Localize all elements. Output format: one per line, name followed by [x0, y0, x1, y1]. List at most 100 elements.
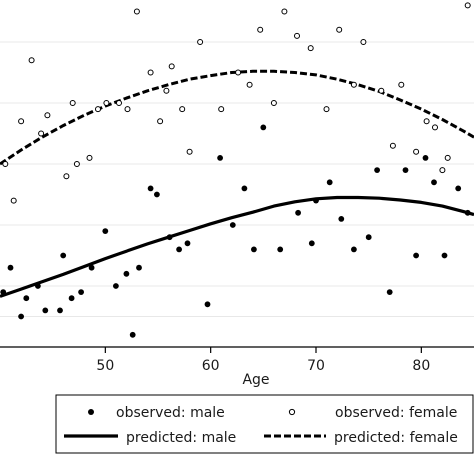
x-tick-label-70: 70 — [307, 358, 325, 374]
point-observed-female-16 — [157, 118, 164, 125]
point-observed-female-7 — [69, 100, 76, 106]
legend-box — [55, 394, 474, 454]
point-observed-male-12 — [113, 283, 119, 289]
legend-label-observed-female: observed: female — [335, 405, 457, 421]
point-observed-female-18 — [168, 63, 175, 70]
point-observed-male-15 — [136, 264, 142, 271]
point-observed-male-28 — [295, 209, 301, 216]
point-observed-female-2 — [18, 118, 25, 125]
point-observed-female-20 — [186, 148, 193, 155]
point-observed-male-17 — [154, 191, 160, 198]
point-observed-male-32 — [338, 216, 345, 222]
point-observed-male-5 — [42, 307, 49, 314]
series-line-predicted-female — [0, 69, 474, 166]
point-observed-male-30 — [313, 197, 319, 204]
point-observed-female-34 — [360, 39, 367, 45]
point-observed-female-21 — [197, 39, 204, 45]
point-observed-male-24 — [241, 185, 248, 192]
x-axis-ticks: 50 60 70 80 — [96, 347, 430, 374]
point-observed-male-2 — [18, 313, 24, 320]
point-observed-male-21 — [204, 301, 211, 308]
point-observed-male-13 — [123, 270, 130, 277]
point-observed-female-19 — [179, 106, 186, 113]
point-observed-male-4 — [35, 283, 41, 289]
point-observed-female-23 — [218, 106, 225, 113]
point-observed-male-35 — [374, 167, 380, 174]
point-observed-male-37 — [402, 167, 409, 174]
point-observed-female-29 — [294, 32, 300, 39]
point-observed-male-3 — [23, 295, 30, 302]
point-observed-female-6 — [63, 173, 70, 180]
point-observed-female-37 — [398, 81, 405, 88]
point-observed-male-20 — [184, 240, 191, 247]
point-observed-male-22 — [217, 155, 224, 161]
point-observed-female-17 — [163, 87, 170, 94]
point-observed-female-28 — [281, 8, 288, 15]
point-observed-male-25 — [251, 246, 257, 253]
point-observed-male-27 — [277, 246, 284, 253]
point-observed-male-42 — [455, 185, 462, 192]
point-observed-female-4 — [38, 130, 45, 137]
legend-label-predicted-male: predicted: male — [126, 430, 236, 446]
legend: observed: male observed: female predicte… — [55, 394, 474, 454]
legend-marker-observed-male — [88, 409, 94, 415]
point-observed-female-13 — [124, 106, 131, 113]
point-observed-female-38 — [413, 148, 420, 155]
point-observed-female-5 — [44, 112, 51, 119]
point-observed-female-27 — [270, 100, 277, 106]
point-observed-female-1 — [10, 197, 17, 204]
point-observed-female-10 — [95, 106, 101, 113]
point-observed-female-15 — [147, 69, 154, 76]
point-observed-male-10 — [88, 264, 95, 271]
point-observed-female-11 — [103, 100, 110, 106]
point-observed-female-30 — [307, 45, 314, 52]
point-observed-male-33 — [351, 246, 357, 253]
point-observed-female-12 — [116, 100, 122, 106]
point-observed-male-18 — [166, 234, 173, 241]
point-observed-male-0 — [0, 289, 7, 295]
point-observed-female-24 — [235, 69, 242, 76]
point-observed-female-33 — [350, 81, 357, 88]
point-observed-female-39 — [423, 118, 430, 125]
point-observed-male-16 — [147, 185, 154, 192]
point-observed-male-6 — [57, 307, 63, 314]
point-observed-female-9 — [86, 154, 93, 161]
point-observed-male-40 — [431, 179, 437, 186]
point-observed-male-41 — [441, 252, 448, 259]
x-tick-label-80: 80 — [412, 358, 430, 374]
point-observed-female-31 — [323, 106, 330, 113]
point-observed-male-7 — [60, 252, 67, 259]
legend-marker-observed-female — [288, 408, 296, 416]
point-observed-female-32 — [336, 26, 343, 33]
series-line-predicted-male — [0, 195, 474, 298]
point-observed-female-36 — [389, 142, 396, 149]
point-observed-female-42 — [444, 154, 451, 161]
legend-label-predicted-female: predicted: female — [334, 430, 458, 446]
point-observed-male-34 — [365, 234, 372, 241]
x-tick-label-60: 60 — [202, 358, 220, 374]
point-observed-male-23 — [229, 222, 236, 228]
point-observed-male-14 — [129, 331, 136, 338]
point-observed-female-43 — [464, 2, 471, 9]
predicted-curves — [0, 69, 474, 298]
point-observed-female-0 — [2, 161, 9, 167]
point-observed-female-3 — [28, 57, 35, 64]
point-observed-female-26 — [257, 26, 264, 33]
x-axis-label: Age — [242, 372, 269, 388]
point-observed-male-8 — [68, 295, 75, 302]
point-observed-female-40 — [432, 124, 438, 131]
point-observed-male-31 — [326, 179, 333, 186]
point-observed-female-8 — [73, 161, 80, 167]
legend-label-observed-male: observed: male — [116, 405, 225, 421]
point-observed-male-38 — [413, 252, 419, 259]
observed-points — [0, 2, 471, 338]
point-observed-female-35 — [378, 87, 385, 94]
point-observed-female-25 — [246, 81, 253, 88]
point-observed-male-26 — [260, 124, 267, 131]
point-observed-male-11 — [102, 228, 109, 235]
point-observed-female-14 — [133, 8, 140, 15]
point-observed-male-43 — [464, 209, 471, 216]
point-observed-female-41 — [439, 167, 446, 174]
point-observed-male-9 — [78, 289, 84, 295]
